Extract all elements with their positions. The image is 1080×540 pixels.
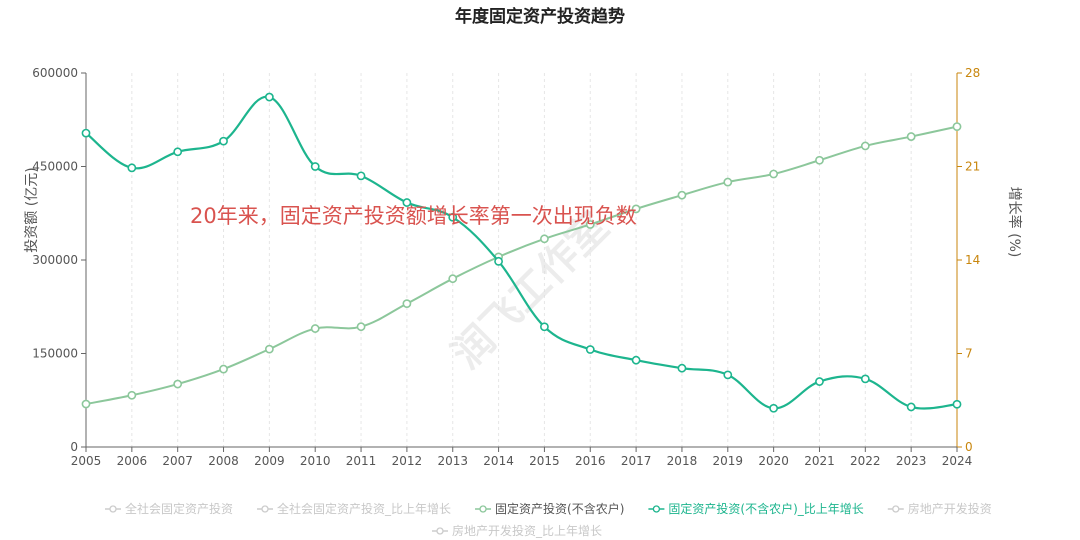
- data-point: [448, 274, 458, 284]
- legend-swatch-marker: [436, 527, 444, 535]
- x-tick-label: 2016: [575, 454, 606, 468]
- axes: 0 150000 300000 450000 600000 0 7 14 21 28 2005 200…: [32, 66, 980, 468]
- right-tick-label: 0: [965, 440, 973, 454]
- legend-label: 全社会固定资产投资_比上年增长: [277, 501, 451, 516]
- x-tick-label: 2014: [483, 454, 514, 468]
- data-point: [402, 198, 412, 207]
- legend-label: 固定资产投资(不含农户): [495, 501, 624, 516]
- left-axis-title: 投资额 (亿元): [24, 167, 40, 252]
- data-point: [952, 122, 962, 132]
- legend-swatch-marker: [261, 505, 269, 513]
- data-point: [906, 402, 916, 412]
- chart-title: 年度固定资产投资趋势: [455, 6, 625, 27]
- legend-item[interactable]: 房地产开发投资_比上年增长: [432, 523, 602, 538]
- x-tick-label: 2008: [208, 454, 239, 468]
- data-point: [81, 128, 91, 138]
- left-tick-label: 600000: [32, 66, 78, 80]
- data-point: [540, 322, 549, 332]
- data-point: [448, 212, 458, 222]
- x-tick-label: 2024: [942, 454, 973, 468]
- series-1: [81, 122, 962, 409]
- legend-label: 房地产开发投资: [908, 501, 992, 516]
- legend-swatch-marker: [652, 505, 661, 513]
- x-tick-label: 2011: [346, 454, 377, 468]
- data-point: [815, 155, 824, 165]
- data-point: [860, 374, 870, 384]
- data-point: [173, 147, 183, 157]
- legend-item[interactable]: 全社会固定资产投资_比上年增长: [257, 501, 451, 516]
- x-tick-label: 2019: [713, 454, 744, 468]
- left-tick-label: 300000: [32, 253, 78, 267]
- x-tick-label: 2022: [850, 454, 881, 468]
- x-tick-label: 2013: [437, 454, 468, 468]
- data-point: [769, 403, 779, 413]
- series-2: [81, 92, 962, 413]
- data-point: [906, 132, 916, 141]
- x-tick-label: 2009: [254, 454, 285, 468]
- x-tick-label: 2012: [392, 454, 423, 468]
- legend[interactable]: 全社会固定资产投资 全社会固定资产投资_比上年增长 固定资产投资(不含农户) 固定资产…: [105, 501, 992, 538]
- legend-swatch-marker: [479, 505, 487, 513]
- legend-label: 全社会固定资产投资: [125, 501, 233, 516]
- right-tick-label: 7: [965, 347, 973, 361]
- data-point: [219, 364, 228, 374]
- x-tick-label: 2005: [71, 454, 102, 468]
- data-point: [815, 377, 824, 386]
- data-point: [219, 136, 228, 146]
- data-point: [631, 204, 641, 214]
- annotation-text: 20年来，固定资产投资额增长率第一次出现负数: [190, 204, 637, 228]
- x-tick-label: 2023: [896, 454, 927, 468]
- data-point: [677, 363, 687, 373]
- data-point: [310, 162, 320, 171]
- data-point: [402, 299, 412, 309]
- data-point: [585, 345, 595, 354]
- legend-item[interactable]: 房地产开发投资: [887, 501, 992, 516]
- right-axis-title: 增长率 (%): [1006, 187, 1023, 258]
- x-tick-label: 2017: [621, 454, 652, 468]
- data-point: [356, 171, 366, 181]
- data-point: [860, 141, 870, 151]
- legend-swatch-marker: [109, 505, 117, 513]
- data-point: [723, 370, 733, 380]
- data-point: [127, 390, 137, 400]
- data-point: [540, 234, 549, 244]
- right-tick-label: 21: [965, 160, 980, 174]
- x-tick-label: 2021: [804, 454, 835, 468]
- right-tick-label: 14: [965, 253, 980, 267]
- x-tick-label: 2010: [300, 454, 331, 468]
- data-point: [631, 355, 641, 365]
- left-tick-label: 150000: [32, 347, 78, 361]
- data-point: [264, 344, 274, 354]
- x-tick-label: 2006: [117, 454, 148, 468]
- data-point: [127, 163, 137, 173]
- legend-label: 房地产开发投资_比上年增长: [452, 523, 602, 538]
- legend-item[interactable]: 固定资产投资(不含农户): [475, 501, 624, 516]
- data-point: [356, 322, 366, 332]
- series-layer: [81, 92, 962, 413]
- series-line: [85, 125, 958, 405]
- data-point: [173, 379, 183, 389]
- left-tick-label: 450000: [32, 160, 78, 174]
- legend-item[interactable]: 固定资产投资(不含农户)_比上年增长: [648, 501, 864, 516]
- legend-swatch-marker: [892, 505, 900, 513]
- right-tick-label: 28: [965, 66, 980, 80]
- data-point: [494, 256, 503, 266]
- data-point: [81, 399, 91, 409]
- data-point: [585, 220, 595, 229]
- x-tick-label: 2015: [529, 454, 560, 468]
- data-point: [723, 177, 733, 187]
- x-tick-label: 2018: [667, 454, 698, 468]
- data-point: [264, 92, 274, 102]
- legend-label: 固定资产投资(不含农户)_比上年增长: [668, 501, 863, 516]
- x-tick-label: 2020: [758, 454, 789, 468]
- left-tick-label: 0: [70, 440, 78, 454]
- data-point: [769, 169, 779, 179]
- data-point: [310, 324, 320, 333]
- legend-item[interactable]: 全社会固定资产投资: [105, 501, 233, 516]
- data-point: [952, 399, 962, 409]
- data-point: [677, 190, 687, 200]
- x-tick-label: 2007: [162, 454, 193, 468]
- series-line: [85, 95, 958, 410]
